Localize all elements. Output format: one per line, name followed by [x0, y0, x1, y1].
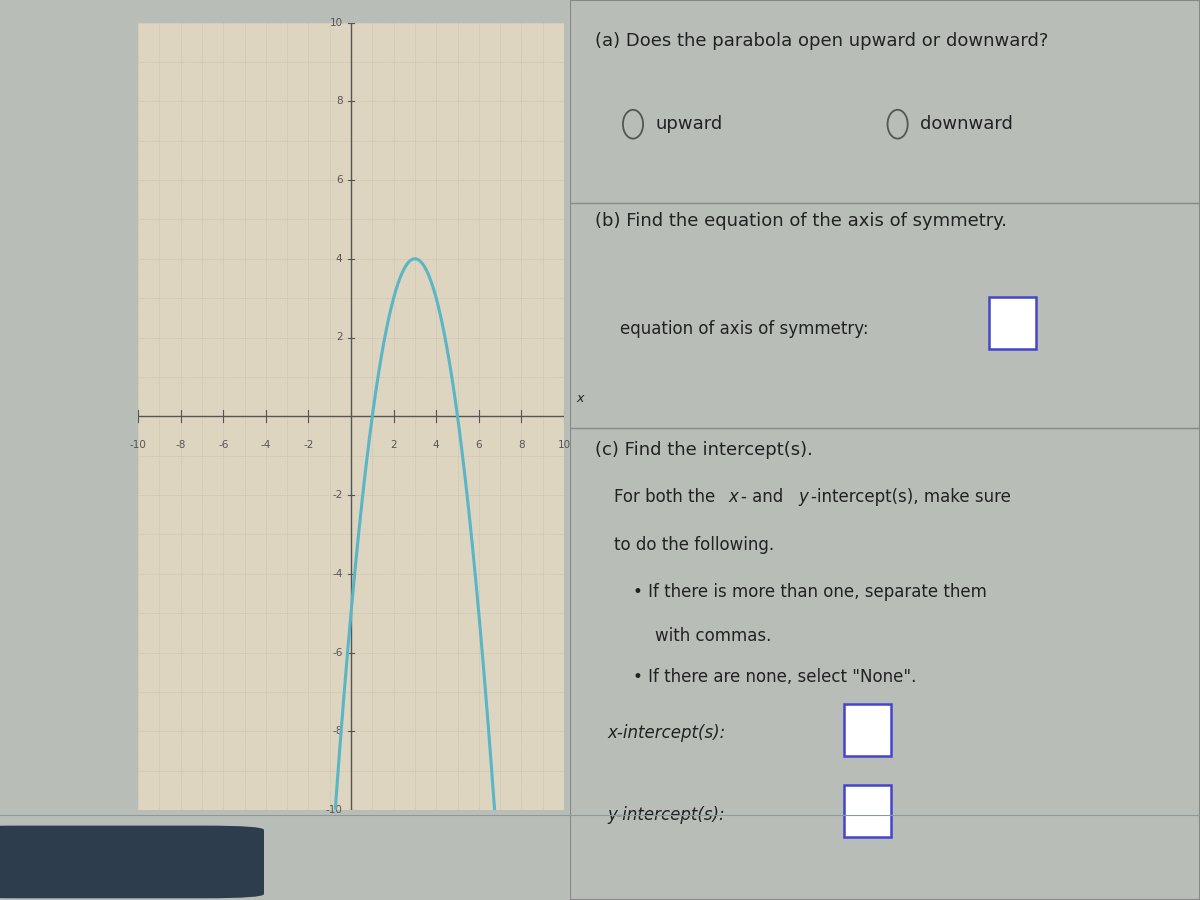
- Text: y: y: [799, 488, 809, 506]
- FancyBboxPatch shape: [844, 704, 892, 756]
- Text: 2: 2: [336, 332, 342, 343]
- Text: 8: 8: [518, 440, 524, 450]
- Text: 4: 4: [433, 440, 439, 450]
- Text: 10: 10: [558, 440, 570, 450]
- Text: 6: 6: [475, 440, 482, 450]
- Text: -10: -10: [325, 805, 342, 815]
- Text: downward: downward: [919, 115, 1013, 133]
- Text: equation of axis of symmetry:: equation of axis of symmetry:: [620, 320, 869, 338]
- Text: -10: -10: [130, 440, 146, 450]
- Text: -6: -6: [332, 647, 342, 658]
- Text: -4: -4: [260, 440, 271, 450]
- Text: For both the: For both the: [614, 488, 720, 506]
- Text: -intercept(s), make sure: -intercept(s), make sure: [811, 488, 1010, 506]
- FancyBboxPatch shape: [844, 785, 892, 837]
- Text: -4: -4: [332, 569, 342, 579]
- Text: -6: -6: [218, 440, 228, 450]
- Text: 6: 6: [336, 175, 342, 185]
- Text: (a) Does the parabola open upward or downward?: (a) Does the parabola open upward or dow…: [595, 32, 1049, 50]
- Text: upward: upward: [655, 115, 722, 133]
- Text: to do the following.: to do the following.: [614, 536, 774, 554]
- FancyBboxPatch shape: [0, 825, 264, 898]
- Text: - and: - and: [742, 488, 788, 506]
- Text: with commas.: with commas.: [655, 627, 772, 645]
- Text: 10: 10: [329, 17, 342, 28]
- Text: -2: -2: [332, 490, 342, 500]
- Text: x: x: [577, 392, 584, 406]
- Text: x: x: [728, 488, 739, 506]
- Text: 2: 2: [390, 440, 397, 450]
- Text: -2: -2: [304, 440, 313, 450]
- Text: -8: -8: [175, 440, 186, 450]
- Text: 8: 8: [336, 96, 342, 106]
- Text: (b) Find the equation of the axis of symmetry.: (b) Find the equation of the axis of sym…: [595, 212, 1007, 230]
- Text: 4: 4: [336, 254, 342, 264]
- Text: Continue: Continue: [71, 850, 152, 868]
- Text: y-intercept(s):: y-intercept(s):: [607, 806, 726, 824]
- Text: • If there is more than one, separate them: • If there is more than one, separate th…: [634, 583, 986, 601]
- Text: (c) Find the intercept(s).: (c) Find the intercept(s).: [595, 441, 814, 459]
- Text: x-intercept(s):: x-intercept(s):: [607, 724, 726, 742]
- Text: • If there are none, select "None".: • If there are none, select "None".: [634, 668, 917, 686]
- Text: -8: -8: [332, 726, 342, 736]
- FancyBboxPatch shape: [989, 297, 1037, 349]
